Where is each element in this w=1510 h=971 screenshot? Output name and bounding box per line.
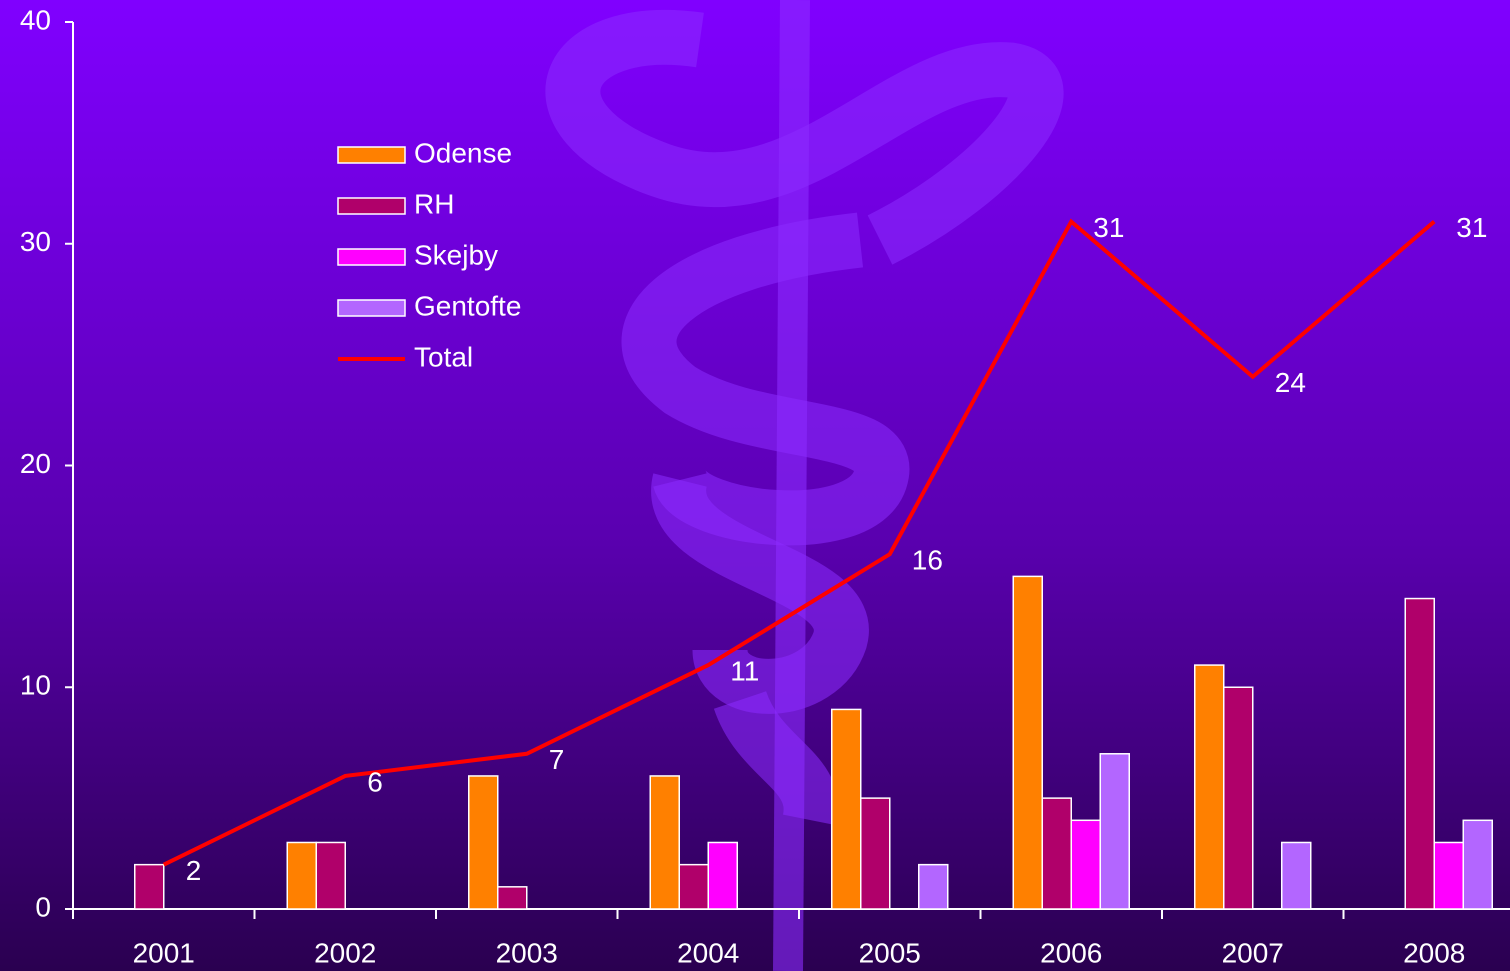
legend-label: Skejby — [414, 239, 498, 270]
data-label: 31 — [1456, 212, 1487, 243]
legend-label: Odense — [414, 137, 512, 168]
x-tick-label: 2005 — [859, 937, 921, 968]
bar — [1013, 576, 1042, 909]
y-tick-label: 30 — [20, 226, 51, 257]
y-tick-label: 10 — [20, 670, 51, 701]
data-label: 2 — [186, 855, 202, 886]
data-label: 7 — [549, 744, 565, 775]
x-tick-label: 2003 — [496, 937, 558, 968]
legend-swatch — [338, 147, 405, 163]
bar — [919, 865, 948, 909]
bar — [469, 776, 498, 909]
bar — [1434, 842, 1463, 909]
x-tick-label: 2006 — [1040, 937, 1102, 968]
bar — [135, 865, 164, 909]
bar — [861, 798, 890, 909]
x-tick-label: 2004 — [677, 937, 739, 968]
bar — [287, 842, 316, 909]
background — [0, 0, 1510, 971]
bar — [498, 887, 527, 909]
x-tick-label: 2008 — [1403, 937, 1465, 968]
data-label: 16 — [912, 545, 943, 576]
y-tick-label: 0 — [35, 891, 51, 922]
bar — [708, 842, 737, 909]
bar — [1042, 798, 1071, 909]
data-label: 6 — [367, 766, 383, 797]
y-tick-label: 20 — [20, 448, 51, 479]
data-label: 31 — [1093, 212, 1124, 243]
legend-swatch — [338, 198, 405, 214]
bar — [1100, 754, 1129, 909]
data-label: 24 — [1275, 367, 1306, 398]
bar — [1224, 687, 1253, 909]
legend-label: Total — [414, 341, 473, 372]
legend-swatch — [338, 300, 405, 316]
bar — [650, 776, 679, 909]
bar — [316, 842, 345, 909]
bar — [832, 709, 861, 909]
x-tick-label: 2001 — [133, 937, 195, 968]
caduceus-staff — [788, 0, 795, 971]
x-tick-label: 2002 — [314, 937, 376, 968]
legend-label: RH — [414, 188, 454, 219]
y-tick-label: 40 — [20, 4, 51, 35]
legend-swatch — [338, 249, 405, 265]
chart: 0 10 20 30 40 2001 2002 2003 2004 2005 2006 2007 200… — [0, 0, 1510, 971]
legend-label: Gentofte — [414, 290, 521, 321]
data-label: 11 — [730, 655, 759, 686]
bar — [1463, 820, 1492, 909]
x-tick-label: 2007 — [1222, 937, 1284, 968]
bar — [1071, 820, 1100, 909]
bar — [1195, 665, 1224, 909]
bar — [1282, 842, 1311, 909]
bar — [1405, 599, 1434, 909]
bar — [679, 865, 708, 909]
